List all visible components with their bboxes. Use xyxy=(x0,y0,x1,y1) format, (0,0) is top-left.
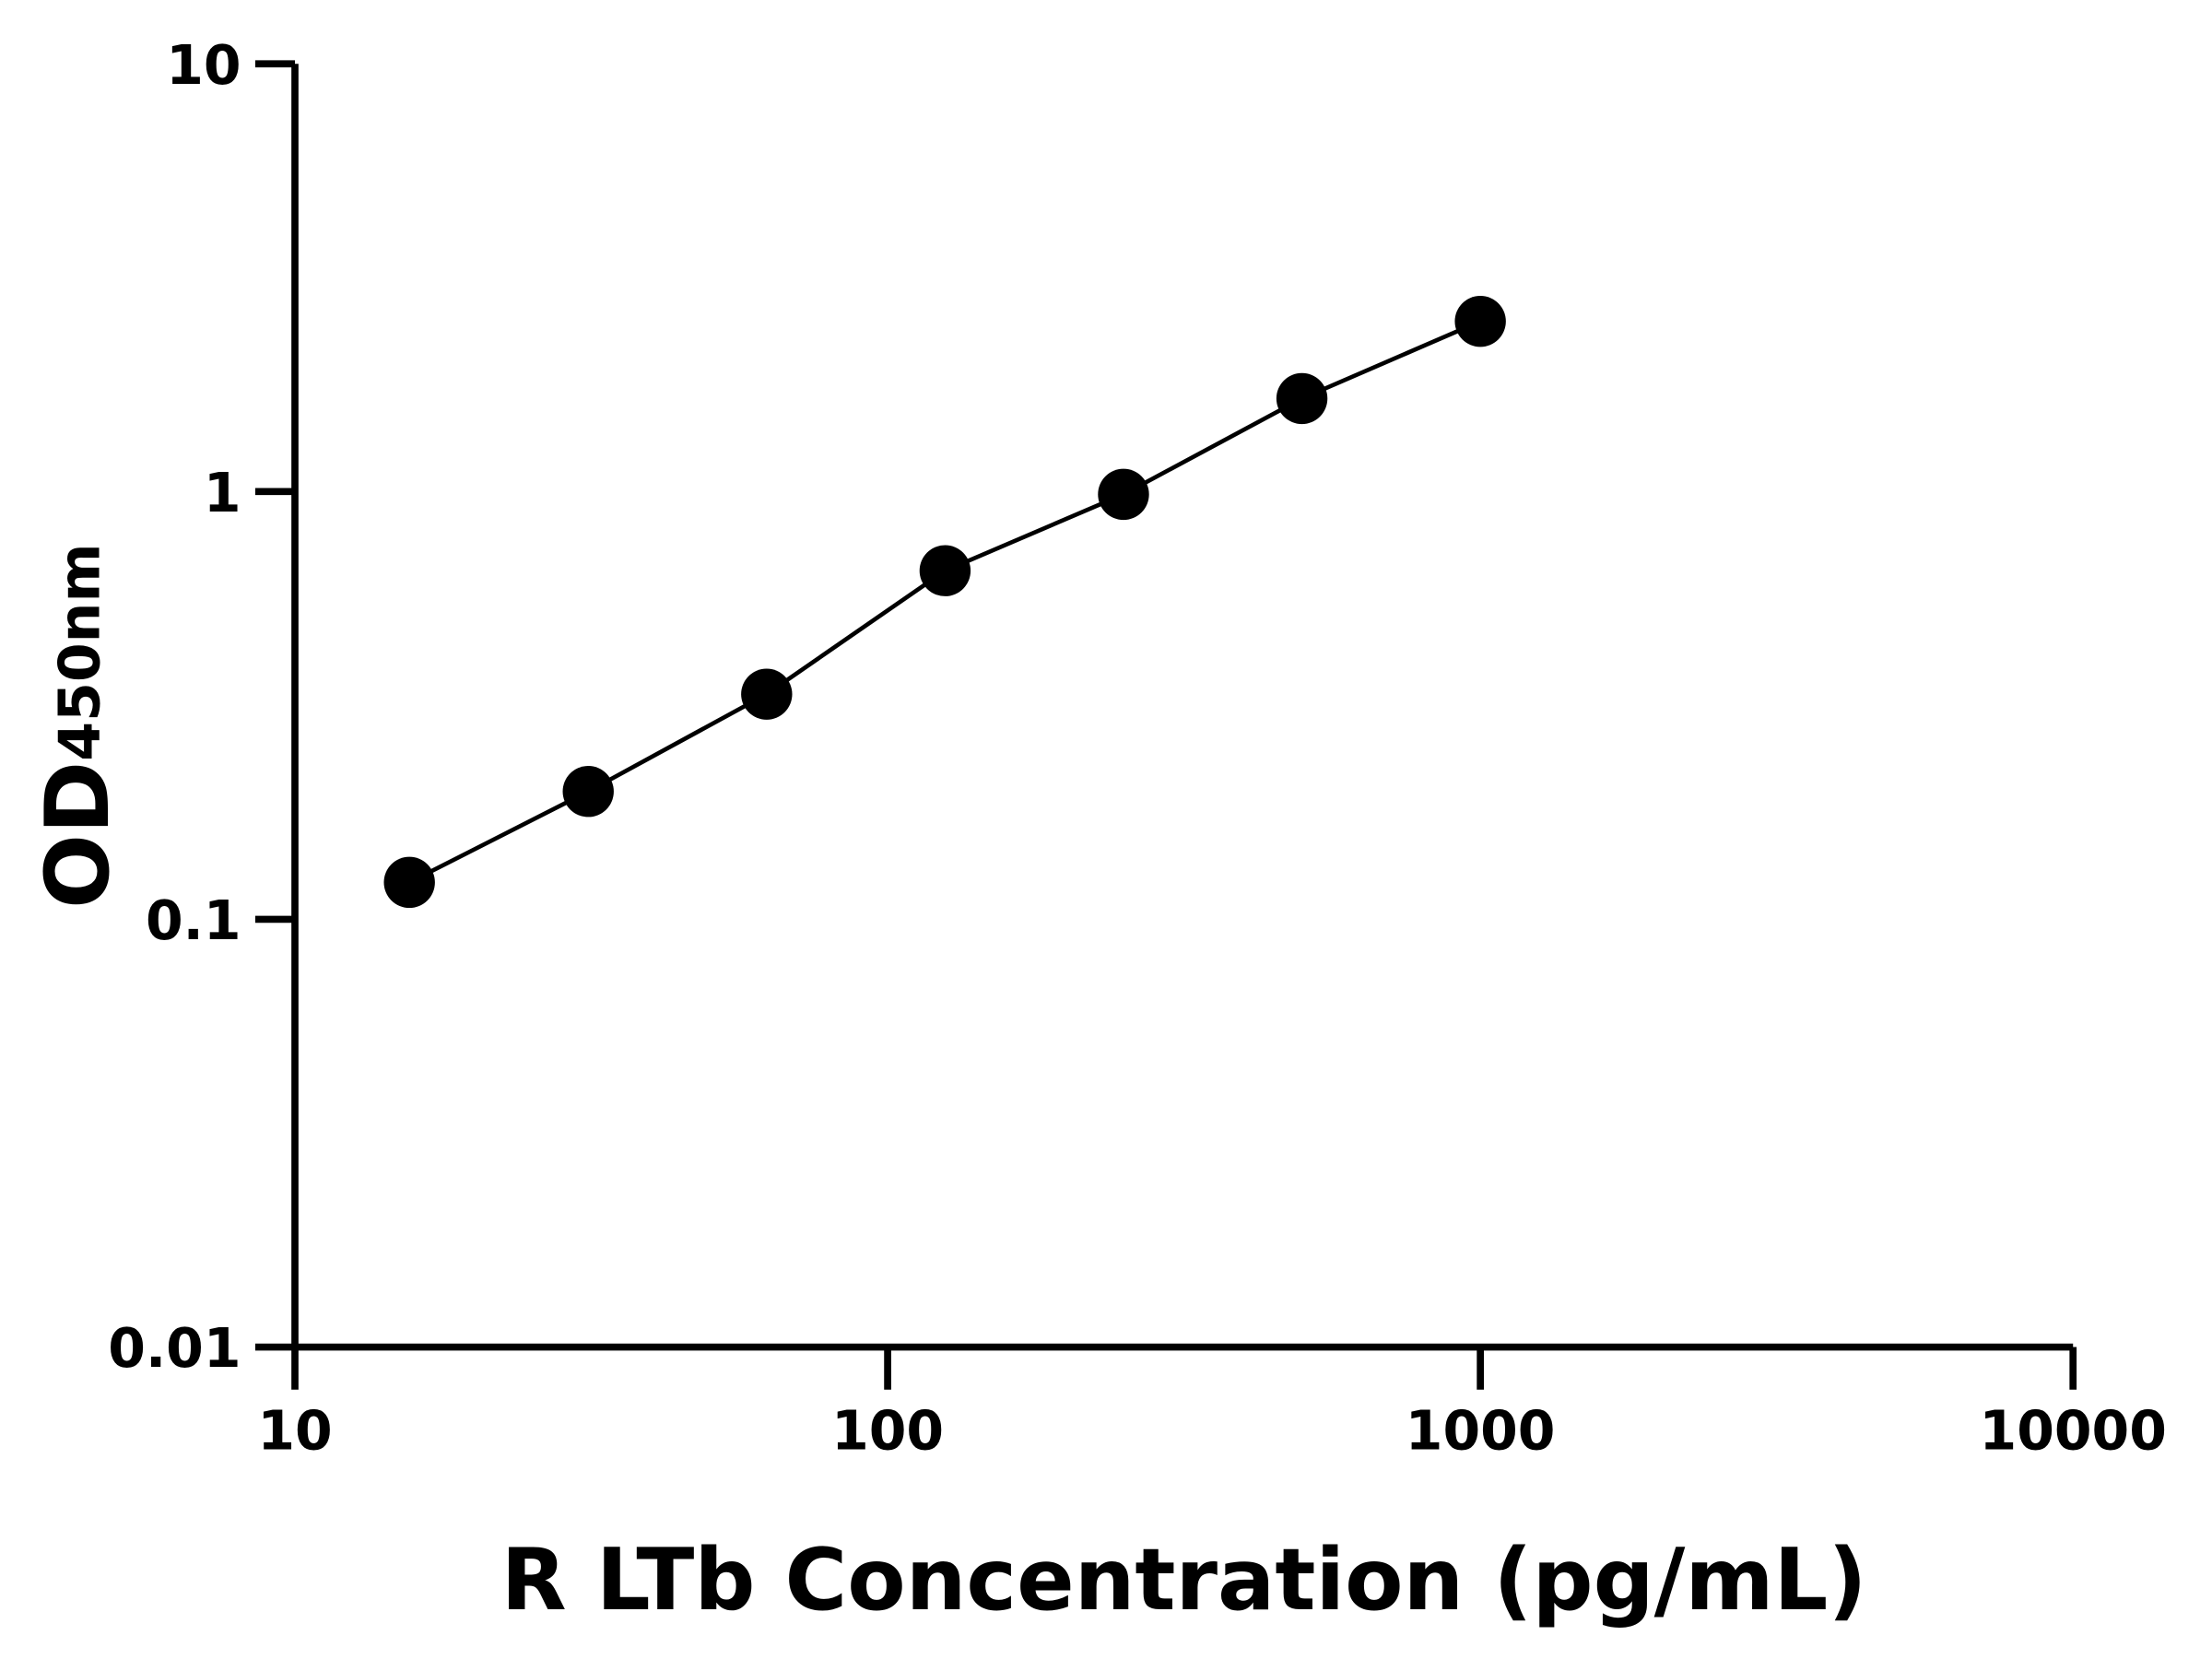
y-tick-label: 1 xyxy=(204,462,241,524)
data-point xyxy=(1454,295,1506,347)
data-point xyxy=(919,545,971,596)
data-marks xyxy=(383,295,1506,909)
x-tick-label: 100 xyxy=(831,1399,944,1462)
y-axis-label-subscript: 450nm xyxy=(47,543,113,760)
y-tick-label: 10 xyxy=(166,34,241,97)
y-tick-label: 0.01 xyxy=(108,1317,241,1380)
y-tick-label: 0.1 xyxy=(146,889,241,952)
x-tick-label: 1000 xyxy=(1406,1399,1556,1462)
data-point xyxy=(1276,372,1328,425)
data-point xyxy=(1098,468,1149,521)
x-axis-label: R LTb Concentration (pg/mL) xyxy=(501,1530,1867,1630)
x-tick-label: 10000 xyxy=(1980,1399,2167,1462)
data-point xyxy=(562,766,614,818)
data-point xyxy=(383,856,435,909)
data-point xyxy=(741,668,793,720)
y-axis-label: OD450nm xyxy=(27,543,129,909)
axes: 10 100 1000 10000 0.01 0.1 1 10 xyxy=(108,34,2167,1463)
x-tick-label: 10 xyxy=(257,1399,332,1462)
y-axis-label-main: OD xyxy=(27,761,129,909)
